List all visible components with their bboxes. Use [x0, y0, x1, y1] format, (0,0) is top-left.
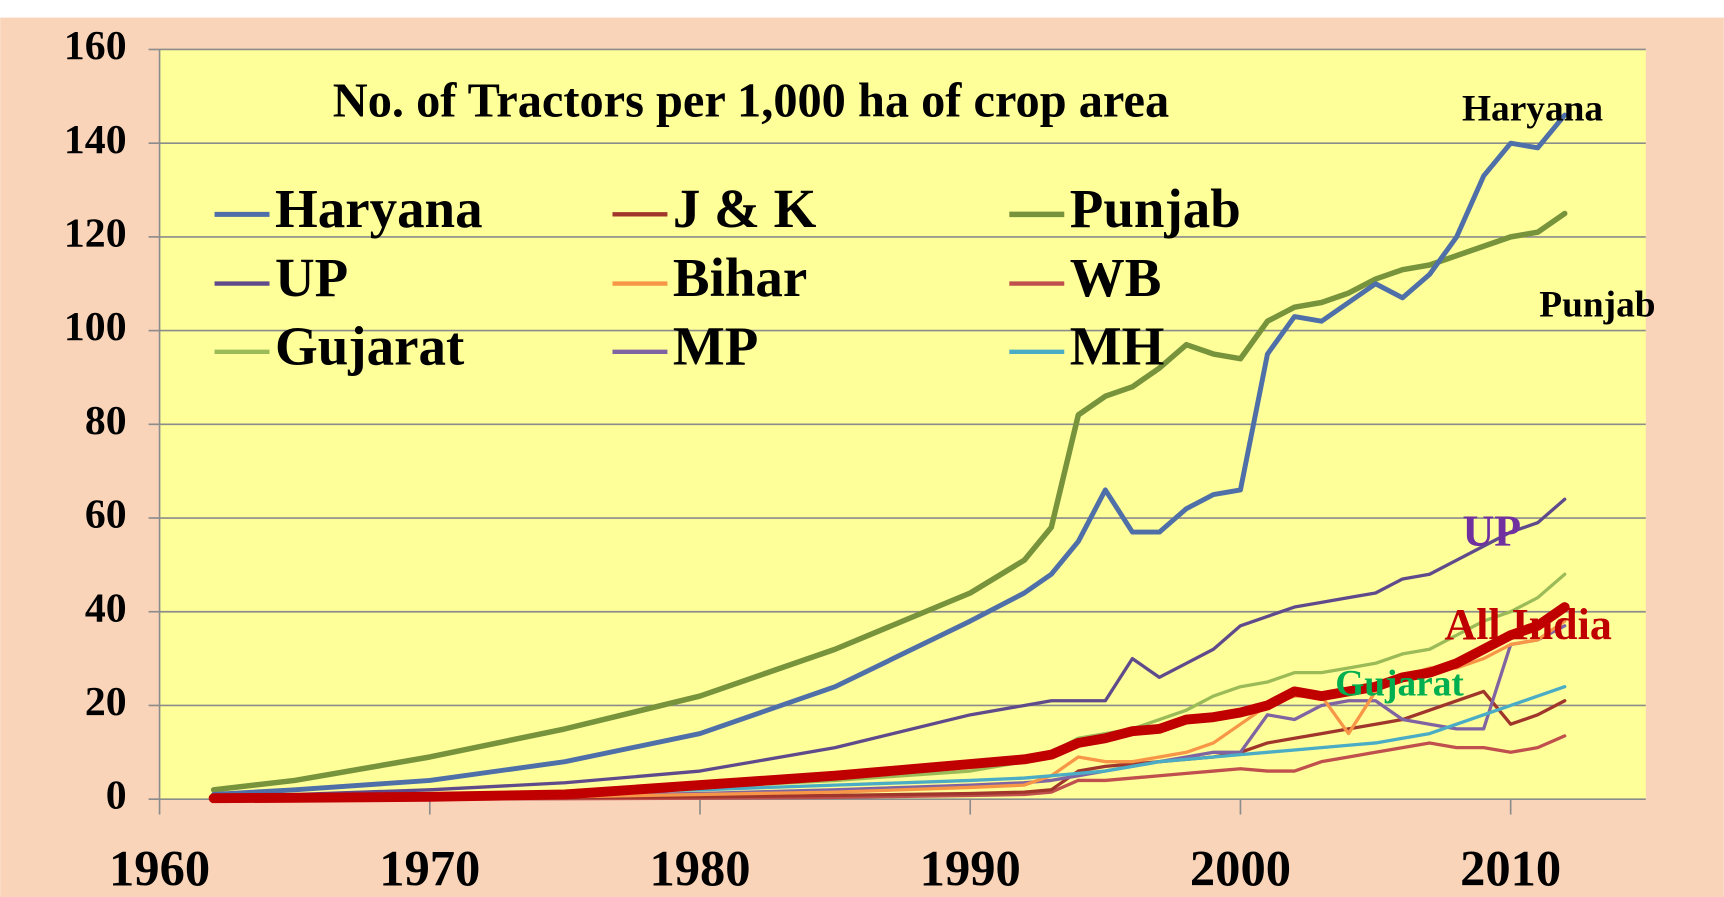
- legend-label: UP: [275, 247, 348, 308]
- chart-title: No. of Tractors per 1,000 ha of crop are…: [333, 75, 1169, 128]
- annotation: Haryana: [1462, 89, 1603, 130]
- legend-label: Punjab: [1070, 178, 1241, 239]
- x-tick-label: 2000: [1190, 841, 1291, 897]
- y-tick-label: 0: [106, 773, 127, 819]
- y-tick-label: 120: [64, 210, 127, 256]
- series-line: [211, 497, 1567, 799]
- y-tick-label: 40: [85, 585, 127, 631]
- legend-label: Bihar: [673, 247, 807, 308]
- series-line: [211, 685, 1567, 800]
- legend-label: J & K: [673, 178, 817, 239]
- y-tick-label: 160: [64, 23, 127, 69]
- annotation: All India: [1444, 600, 1611, 649]
- y-tick-label: 60: [85, 492, 127, 538]
- legend-label: MH: [1070, 315, 1165, 376]
- x-tick-label: 1980: [649, 841, 750, 897]
- legend-label: WB: [1070, 247, 1162, 308]
- y-tick-label: 20: [85, 679, 127, 725]
- x-tick-label: 2010: [1460, 841, 1561, 897]
- series-line: [208, 602, 1570, 804]
- annotation: UP: [1463, 506, 1522, 555]
- annotation: Gujarat: [1335, 664, 1464, 705]
- legend-label: MP: [673, 315, 758, 376]
- x-tick-label: 1960: [109, 841, 210, 897]
- series-line: [211, 112, 1568, 797]
- x-tick-label: 1970: [379, 841, 480, 897]
- x-tick-label: 1990: [920, 841, 1021, 897]
- y-tick-label: 140: [64, 117, 127, 163]
- y-tick-label: 100: [64, 304, 127, 350]
- legend-label: Haryana: [275, 178, 483, 239]
- y-tick-label: 80: [85, 398, 127, 444]
- series-line: [210, 210, 1568, 793]
- annotation: Punjab: [1539, 284, 1655, 325]
- legend-label: Gujarat: [275, 315, 465, 376]
